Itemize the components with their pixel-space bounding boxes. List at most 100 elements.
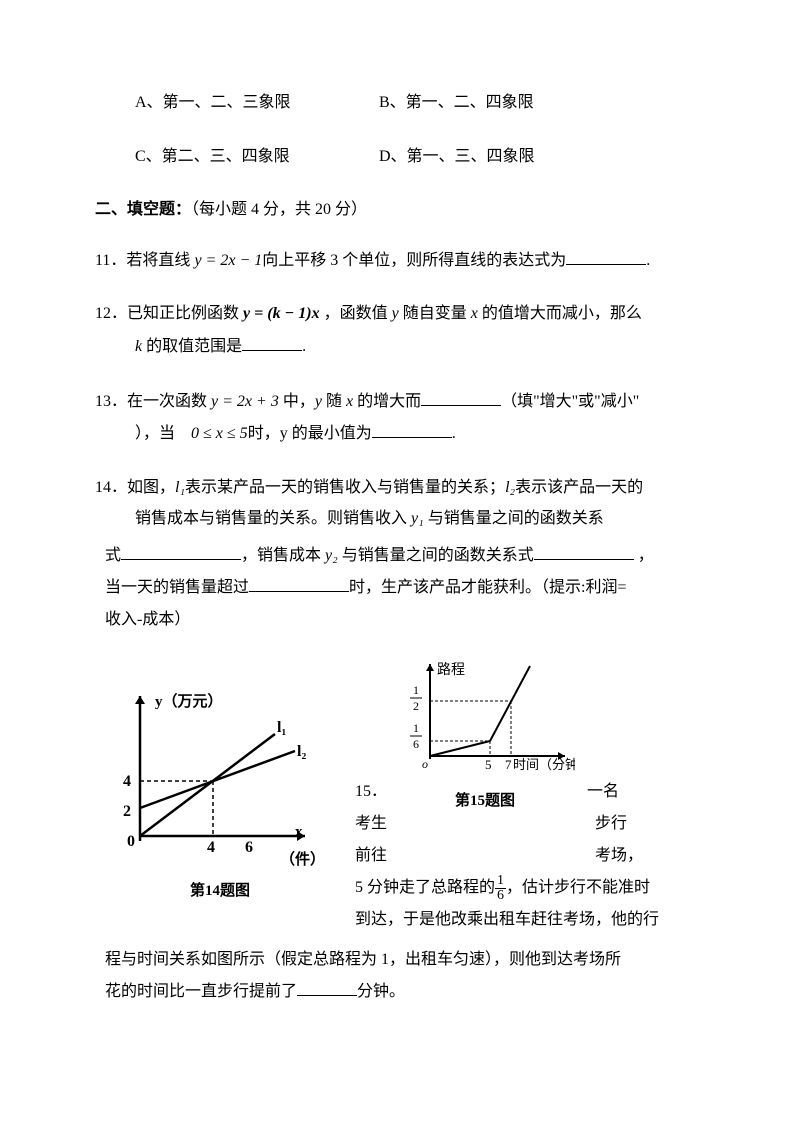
option-row-2: C、第二、三、四象限 D、第一、三、四象限 <box>95 144 705 170</box>
figure-15-wrap: 1 2 1 6 5 7 o 路程 时间（分钟） <box>345 686 705 936</box>
q14-l2: l₂ <box>505 479 515 496</box>
q14-extra: 式 ，销售成本 y₂ 与销售量之间的函数关系式 ， 当一天的销售量超过 时，生产该产… <box>95 540 705 636</box>
q15-frac: 16 <box>495 874 506 903</box>
fig14-y2: 2 <box>123 803 131 820</box>
q15-line5: 到达，于是他改乘出租车赶往考场，他的行 <box>355 911 659 928</box>
q13-a: 在一次函数 <box>127 393 211 410</box>
q14-y1: y₁ <box>411 510 424 527</box>
q12-a: 已知正比例函数 <box>127 305 243 322</box>
fig15-xlabel: 时间（分钟） <box>513 757 575 772</box>
q14-d: 销售成本与销售量的关系。则销售收入 <box>135 510 411 527</box>
fig15-y16d: 6 <box>413 737 419 751</box>
q14-body: 销售成本与销售量的关系。则销售收入 y₁ 与销售量之间的函数关系 <box>95 506 705 532</box>
fig15-ylabel: 路程 <box>437 662 465 678</box>
q14-blank1 <box>121 542 241 560</box>
q15-spacer1: 一名 <box>587 783 619 800</box>
q13-f: ），当 <box>135 425 191 442</box>
q11-b: 向上平移 3 个单位，则所得直线的表达式为 <box>262 252 566 269</box>
q13-b: 中， <box>279 393 315 410</box>
q13-h: . <box>452 425 456 442</box>
fig15-y12d: 2 <box>413 699 419 713</box>
q15-c: 分钟。 <box>357 983 405 1000</box>
q11-c: . <box>646 252 650 269</box>
fig14-ylabel: y（万元） <box>155 692 223 710</box>
q15-line4b: ，估计步行不能准时 <box>506 879 650 896</box>
figure-15: 1 2 1 6 5 7 o 路程 时间（分钟） <box>395 656 575 813</box>
q14-y2: y₂ <box>325 547 338 564</box>
fig14-origin: 0 <box>127 833 135 850</box>
q14-h: 与销售量之间的函数关系式 <box>338 547 534 564</box>
question-14: 14．如图，l₁表示某产品一天的销售收入与销售量的关系；l₂表示该产品一天的 销… <box>95 475 705 636</box>
q13-eq: y = 2x + 3 <box>211 393 279 410</box>
fig14-l1-label: l₁ <box>277 719 286 736</box>
q14-l: 收入-成本） <box>105 611 190 628</box>
q12-y: y <box>392 305 399 322</box>
fig14-xlabel1: x <box>295 824 303 840</box>
section-2-title: 二、填空题：（每小题 4 分，共 20 分） <box>95 197 705 223</box>
section-2-label: 二、填空题： <box>95 201 191 218</box>
option-row-1: A、第一、二、三象限 B、第一、二、四象限 <box>95 90 705 116</box>
q12-blank <box>242 333 302 351</box>
q15-blank <box>297 978 357 996</box>
fig14-x4: 4 <box>207 839 215 856</box>
q12-f: 的取值范围是 <box>142 338 242 355</box>
q11-a: 若将直线 <box>126 252 194 269</box>
q14-j: 当一天的销售量超过 <box>105 579 249 596</box>
q14-g: ，销售成本 <box>241 547 325 564</box>
q12-g: . <box>302 338 306 355</box>
q13-d: 的增大而 <box>353 393 421 410</box>
figure-14: 0 4 6 2 4 y（万元） x （件） l₁ l₂ 第14题图 <box>95 686 345 903</box>
chart-15-svg: 1 2 1 6 5 7 o 路程 时间（分钟） <box>395 656 575 776</box>
q14-e: 与销售量之间的函数关系 <box>424 510 604 527</box>
fig15-x5: 5 <box>485 757 492 772</box>
q13-eq2: 0 ≤ x ≤ 5 <box>191 425 248 442</box>
q13-num: 13． <box>95 393 127 410</box>
q12-body: k 的取值范围是. <box>95 333 705 360</box>
q11-num: 11． <box>95 252 126 269</box>
fig15-caption: 第15题图 <box>395 789 575 813</box>
q14-blank2 <box>534 542 634 560</box>
q13-e: （填"增大"或"减小" <box>501 393 639 410</box>
question-11: 11．若将直线 y = 2x − 1向上平移 3 个单位，则所得直线的表达式为. <box>95 247 705 274</box>
fig14-x6: 6 <box>245 839 253 856</box>
fig14-y4: 4 <box>123 773 131 790</box>
q15-tail1: 程与时间关系如图所示（假定总路程为 1，出租车匀速），则他到达考场所 <box>105 951 621 968</box>
q12-c: 随自变量 <box>399 305 471 322</box>
q12-num: 12． <box>95 305 127 322</box>
fig15-y16n: 1 <box>413 721 419 735</box>
q13-x: x <box>346 393 353 410</box>
q12-d: 的值增大而减小，那么 <box>478 305 642 322</box>
question-13: 13．在一次函数 y = 2x + 3 中，y 随 x 的增大而 （填"增大"或"… <box>95 388 705 447</box>
q14-b: 表示某产品一天的销售收入与销售量的关系； <box>185 479 505 496</box>
q14-c: 表示该产品一天的 <box>515 479 643 496</box>
q11-eq: y = 2x − 1 <box>194 252 262 269</box>
q12-x: x <box>471 305 478 322</box>
q15-num: 15． <box>355 783 379 800</box>
q14-num: 14． <box>95 479 127 496</box>
fig15-origin: o <box>422 757 428 771</box>
q13-c: 随 <box>322 393 346 410</box>
q13-blank2 <box>372 420 452 438</box>
fig15-y12n: 1 <box>413 683 419 697</box>
q13-body: ），当 0 ≤ x ≤ 5时，y 的最小值为. <box>95 420 705 447</box>
q15-spacer2: 考生 步行 <box>355 815 627 832</box>
q14-l1: l₁ <box>175 479 185 496</box>
q14-k: 时，生产该产品才能获利。（提示:利润= <box>349 579 626 596</box>
option-a: A、第一、二、三象限 <box>135 90 375 116</box>
fig15-x7: 7 <box>505 757 512 772</box>
q14-blank3 <box>249 574 349 592</box>
q14-i: ， <box>634 547 654 564</box>
fig14-l2-label: l₂ <box>297 743 306 760</box>
q13-blank1 <box>421 388 501 406</box>
q11-blank <box>566 247 646 265</box>
q12-b: ，函数值 <box>320 305 392 322</box>
figures-area: 0 4 6 2 4 y（万元） x （件） l₁ l₂ 第14题图 <box>95 686 705 936</box>
q14-f: 式 <box>105 547 121 564</box>
question-12: 12．已知正比例函数 y = (k − 1)x ，函数值 y 随自变量 x 的值… <box>95 301 705 359</box>
section-2-note: （每小题 4 分，共 20 分） <box>191 201 367 218</box>
option-b: B、第一、二、四象限 <box>379 90 534 116</box>
q13-y: y <box>315 393 322 410</box>
fig14-xlabel2: （件） <box>280 850 325 866</box>
q15-line4: 5 分钟走了总路程的 <box>355 879 495 896</box>
q12-eq: y = (k − 1)x <box>243 305 320 322</box>
